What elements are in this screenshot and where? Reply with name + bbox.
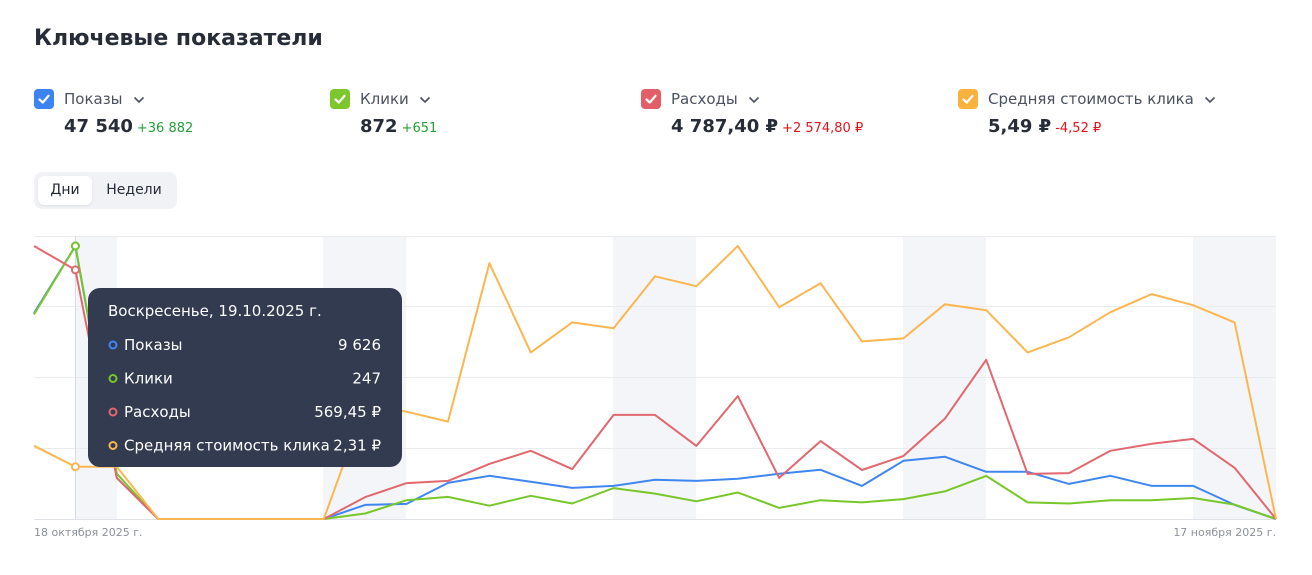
tooltip-value: 9 626 [338, 336, 381, 354]
tooltip-label: Средняя стоимость клика [124, 437, 330, 455]
metric-label[interactable]: Расходы [671, 90, 760, 108]
check-icon [962, 94, 974, 104]
metric-value-row: 5,49 ₽ -4,52 ₽ [988, 116, 1101, 137]
metric-delta: +36 882 [136, 121, 194, 136]
tooltip-value: 569,45 ₽ [314, 403, 381, 421]
metric-value: 4 787,40 ₽ [671, 116, 779, 137]
metric-label-text: Клики [360, 90, 409, 108]
metric-label[interactable]: Средняя стоимость клика [988, 90, 1216, 108]
hover-point [70, 265, 80, 275]
metric-label[interactable]: Клики [360, 90, 431, 108]
metric-delta: +2 574,80 ₽ [782, 121, 864, 136]
metric-checkbox[interactable] [641, 89, 661, 109]
tab-days[interactable]: Дни [38, 176, 92, 205]
period-tabs: Дни Недели [34, 172, 177, 209]
tooltip-label: Расходы [124, 403, 191, 421]
tooltip-label: Клики [124, 370, 173, 388]
tab-weeks[interactable]: Недели [106, 182, 162, 198]
metric-delta: -4,52 ₽ [1055, 121, 1102, 136]
metric-delta: +651 [401, 121, 438, 136]
tooltip: Воскресенье, 19.10.2025 г. Показы 9 626 Кли… [88, 288, 402, 467]
tooltip-value: 2,31 ₽ [333, 437, 381, 455]
check-icon [38, 94, 50, 104]
metric-checkbox[interactable] [330, 89, 350, 109]
check-icon [334, 94, 346, 104]
metric-value-row: 872 +651 [360, 116, 437, 137]
tooltip-marker [108, 340, 118, 350]
metric-checkbox[interactable] [34, 89, 54, 109]
section-title: Ключевые показатели [34, 26, 323, 51]
chevron-icon [1204, 96, 1215, 103]
chevron-icon [133, 96, 144, 103]
tooltip-marker [108, 407, 118, 417]
metric-value: 47 540 [64, 116, 133, 137]
chevron-icon [748, 96, 759, 103]
hover-point [70, 462, 80, 472]
metric-value-row: 4 787,40 ₽ +2 574,80 ₽ [671, 116, 863, 137]
series-line [33, 245, 1277, 520]
metric-value: 872 [360, 116, 398, 137]
tooltip-title: Воскресенье, 19.10.2025 г. [108, 302, 322, 320]
chevron-icon [419, 96, 430, 103]
metric-label-text: Показы [64, 90, 123, 108]
metric-label-text: Средняя стоимость клика [988, 90, 1194, 108]
metric-checkbox[interactable] [958, 89, 978, 109]
tooltip-value: 247 [352, 370, 381, 388]
tooltip-marker [108, 374, 118, 383]
metric-value-row: 47 540 +36 882 [64, 116, 193, 137]
check-icon [645, 94, 657, 104]
tooltip-box [88, 288, 402, 467]
tooltip-label: Показы [124, 336, 183, 354]
metric-label-text: Расходы [671, 90, 738, 108]
metric-value: 5,49 ₽ [988, 116, 1052, 137]
tooltip-marker [108, 441, 118, 450]
hover-point [70, 241, 80, 251]
x-tick-label: 18 октября 2025 г. [34, 526, 143, 539]
metric-label[interactable]: Показы [64, 90, 145, 108]
x-tick-label: 17 ноября 2025 г. [1173, 526, 1276, 539]
